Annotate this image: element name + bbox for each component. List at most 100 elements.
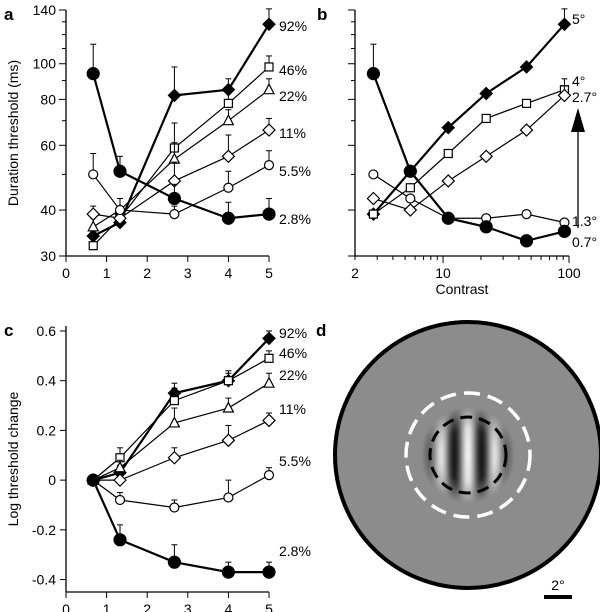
panel-a-series-3-point	[221, 149, 236, 164]
panel-c-x-tick-label: 2	[143, 601, 151, 612]
panel-b-series-4-point	[403, 164, 417, 178]
panel-a-series-3-point-shape	[262, 123, 276, 137]
panel-a-series-2-point	[87, 220, 100, 232]
panel-a-series-2-label: 22%	[279, 88, 307, 104]
panel-c-series-3-point-shape	[167, 450, 182, 465]
panel-b-series-3-point	[405, 193, 416, 204]
panel-b-series-1-point	[443, 148, 453, 159]
panel-a-series-2-point-shape	[87, 220, 100, 232]
panel-a-y-tick-label: 140	[33, 2, 57, 18]
panel-c-series-1-point-shape	[223, 376, 233, 386]
panel-c-series-2-point-shape	[222, 401, 235, 413]
panel-a-series-5-point-shape	[262, 207, 276, 221]
panel-c-series-4-point-shape	[223, 492, 234, 503]
panel-a-series-1-point	[223, 98, 233, 109]
panel-c-series-5-point	[221, 565, 235, 579]
panel-c-series-3-point-shape	[262, 413, 276, 428]
panel-b-series-0-point-shape	[479, 86, 494, 101]
panel-c-series-3-point	[221, 433, 236, 448]
panel-a-series-1-point	[88, 241, 98, 251]
panel-c-series-3-label: 11%	[279, 401, 306, 417]
panel-c-series-5-point	[86, 473, 100, 487]
panel-a-series-3-point-shape	[86, 207, 101, 221]
panel-c-series-5-point	[262, 565, 276, 579]
panel-b-series-3-point-shape	[368, 169, 379, 180]
panel-a-label: a	[4, 5, 14, 24]
panel-c-series-4-point-shape	[263, 470, 275, 481]
panel-b-series-0-point	[479, 86, 494, 101]
panel-a-series-2-point-shape	[263, 82, 275, 95]
panel-b-series-2-point-shape	[519, 123, 534, 137]
panel-a-series-0-point-shape	[262, 17, 276, 32]
panel-b-series-0-label: 5°	[572, 11, 585, 27]
panel-c-series-0-point-shape	[262, 331, 276, 346]
panel-b-series-4-point-shape	[403, 164, 417, 178]
panel-b-series-4-point	[366, 67, 381, 81]
panel-a-series-5-point	[86, 67, 100, 81]
panel-b-series-0-point	[557, 17, 572, 32]
panel-b-arrow-head	[571, 108, 585, 132]
panel-a-series-1-point-shape	[264, 62, 274, 72]
panel-a-series-4-point-shape	[88, 169, 99, 180]
panel-b-series-1-point-shape	[443, 148, 453, 159]
panel-a-series-5-point	[221, 211, 235, 225]
panel-c-series-1-point-shape	[264, 353, 274, 363]
panel-b-series-4-point-shape	[557, 224, 572, 238]
panel-b-x-tick-label: 10	[435, 265, 451, 281]
panel-a-series-2-point	[222, 113, 235, 126]
panel-c-label: c	[4, 321, 13, 340]
gabor-patch	[420, 407, 516, 503]
panel-b-series-4-label: 0.7°	[572, 234, 597, 250]
panel-c-series-3-point	[167, 450, 182, 465]
panel-a-series-1-point	[264, 62, 274, 72]
panel-b-x-tick-label: 100	[557, 265, 581, 281]
panel-c-series-0-point	[262, 331, 276, 346]
panel-b-series-2-point	[403, 203, 418, 217]
panel-b-series-2-point-shape	[403, 203, 418, 217]
panel-a-series-3-point	[113, 211, 127, 226]
panel-c-y-tick-label: 0.4	[37, 373, 57, 389]
panel-a-series-4-point	[263, 160, 275, 171]
panel-b-x-tick-label: 2	[351, 265, 359, 281]
panel-a-series-5-label: 2.8%	[279, 211, 311, 227]
panel-c-y-tick-label: 0.2	[37, 422, 57, 438]
panel-a-series-5-point	[262, 207, 276, 221]
panel-b-series-3-point	[521, 209, 532, 220]
panel-a-series-0-point	[262, 17, 276, 32]
panel-b-series-4-point-shape	[366, 67, 381, 81]
panel-a-x-tick-label: 5	[265, 265, 273, 281]
panel-b-series-4-point-shape	[519, 234, 534, 248]
panel-b-series-4-point	[441, 211, 455, 225]
panel-a-series-4-point	[88, 169, 99, 180]
panel-b-series-4-point-shape	[479, 220, 493, 234]
panel-a-series-5-point-shape	[86, 67, 100, 81]
panel-c-series-3-point-shape	[113, 473, 127, 487]
panel-c-series-4-point	[263, 470, 275, 481]
panel-b-series-2-point	[557, 88, 572, 103]
panel-c-series-5-point-shape	[221, 565, 235, 579]
panel-a-series-4-point	[223, 182, 234, 193]
panel-b-series-1-point-shape	[521, 98, 532, 109]
panel-b-series-1-line	[373, 89, 565, 215]
panel-a-series-5-point	[113, 164, 127, 178]
panel-b-series-0-line	[372, 23, 566, 215]
panel-b-series-1-point-shape	[368, 209, 379, 219]
panel-c-x-tick-label: 3	[184, 601, 192, 612]
panel-a-series-4-point-shape	[114, 204, 126, 216]
panel-c-series-5-point	[113, 533, 127, 547]
panel-c-series-4-label: 5.5%	[279, 453, 311, 469]
panel-b-series-4-point	[557, 224, 572, 238]
panel-b-series-1-label: 4°	[572, 73, 585, 89]
panel-a-series-2-point	[263, 82, 275, 95]
panel-c-series-4-point-shape	[114, 494, 126, 506]
panel-c-series-1-point	[169, 395, 180, 406]
panel-a-series-4-point-shape	[223, 182, 234, 193]
panel-b-series-2-point-shape	[479, 149, 494, 164]
panel-c-y-tick-label: 0.6	[37, 323, 57, 339]
panel-b-x-axis-title: Contrast	[436, 281, 489, 297]
panel-a-x-tick-label: 0	[62, 265, 70, 281]
panel-a-x-tick-label: 3	[184, 265, 192, 281]
panel-b-series-4-point	[479, 220, 493, 234]
panel-b-series-2-label: 2.7°	[572, 89, 597, 105]
